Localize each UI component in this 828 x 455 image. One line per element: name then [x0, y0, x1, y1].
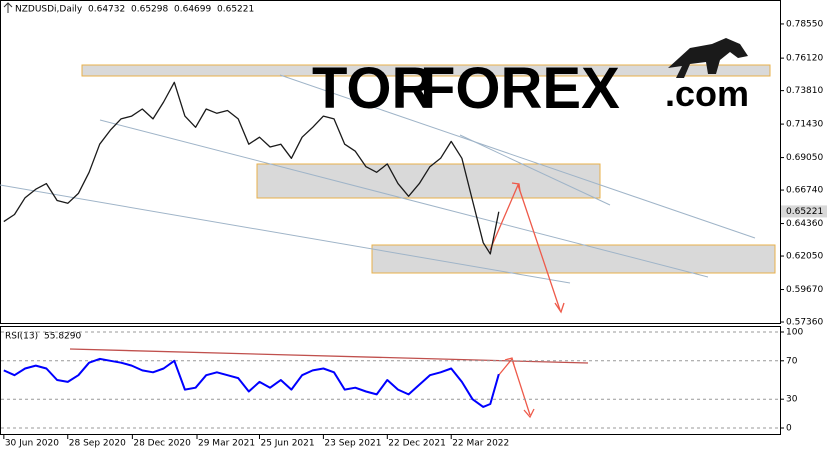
y-tick-label: 30 — [786, 395, 798, 405]
trend-lines — [0, 74, 756, 284]
ohlc-value: 0.65221 — [217, 5, 254, 15]
x-tick-label: 25 Jun 2021 — [260, 439, 314, 449]
y-tick-label: 0.66740 — [786, 186, 823, 196]
x-tick-label: 22 Mar 2022 — [452, 439, 509, 449]
symbol-icon — [3, 2, 13, 13]
y-tick-label: 0.69050 — [786, 153, 823, 163]
ohlc-value: 0.65298 — [131, 5, 168, 15]
y-tick-label: 0.57360 — [786, 318, 823, 328]
x-tick-label: 28 Sep 2020 — [69, 439, 126, 449]
price-pane — [0, 0, 781, 324]
rsi-pane — [0, 326, 781, 435]
y-tick-label: 0.76120 — [786, 54, 823, 64]
x-tick-label: 30 Jun 2020 — [5, 439, 59, 449]
symbol-title: NZDUSDi,Daily — [15, 5, 83, 15]
last-price-box — [781, 205, 827, 218]
logo-bull — [668, 38, 748, 78]
logo-tor: TOR — [312, 56, 433, 121]
rsi-title: RSI(13) — [5, 332, 38, 342]
rsi-value: 55.8290 — [44, 332, 81, 342]
y-tick-label: 70 — [786, 356, 798, 366]
ohlc: 0.64732 0.65298 0.64699 0.65221 — [88, 5, 254, 15]
last-price-label: 0.65221 — [786, 207, 823, 217]
x-tick-label: 23 Sep 2021 — [324, 439, 381, 449]
y-tick-label: 0.78550 — [786, 19, 823, 29]
y-tick-label: 0 — [786, 423, 792, 433]
logo: TOR FOREX .com — [312, 38, 749, 121]
y-tick-label: 0.64360 — [786, 219, 823, 229]
y-tick-label: 0.62050 — [786, 252, 823, 262]
x-tick-label: 29 Mar 2021 — [198, 439, 255, 449]
logo-forex: FOREX — [420, 56, 620, 121]
ohlc-value: 0.64699 — [174, 5, 211, 15]
x-tick-label: 28 Dec 2020 — [133, 439, 191, 449]
ohlc-value: 0.64732 — [88, 5, 125, 15]
series-line — [3, 81, 500, 255]
y-tick-label: 0.59670 — [786, 285, 823, 295]
logo-com: .com — [665, 73, 749, 114]
support-zone — [371, 244, 776, 274]
x-tick-label: 22 Dec 2021 — [388, 439, 446, 449]
mid-zone — [256, 163, 601, 199]
y-tick-label: 100 — [786, 327, 803, 337]
y-tick-label: 0.73810 — [786, 86, 823, 96]
series-line — [3, 357, 500, 408]
y-tick-label: 0.71430 — [786, 120, 823, 130]
resistance-zone — [81, 64, 771, 77]
